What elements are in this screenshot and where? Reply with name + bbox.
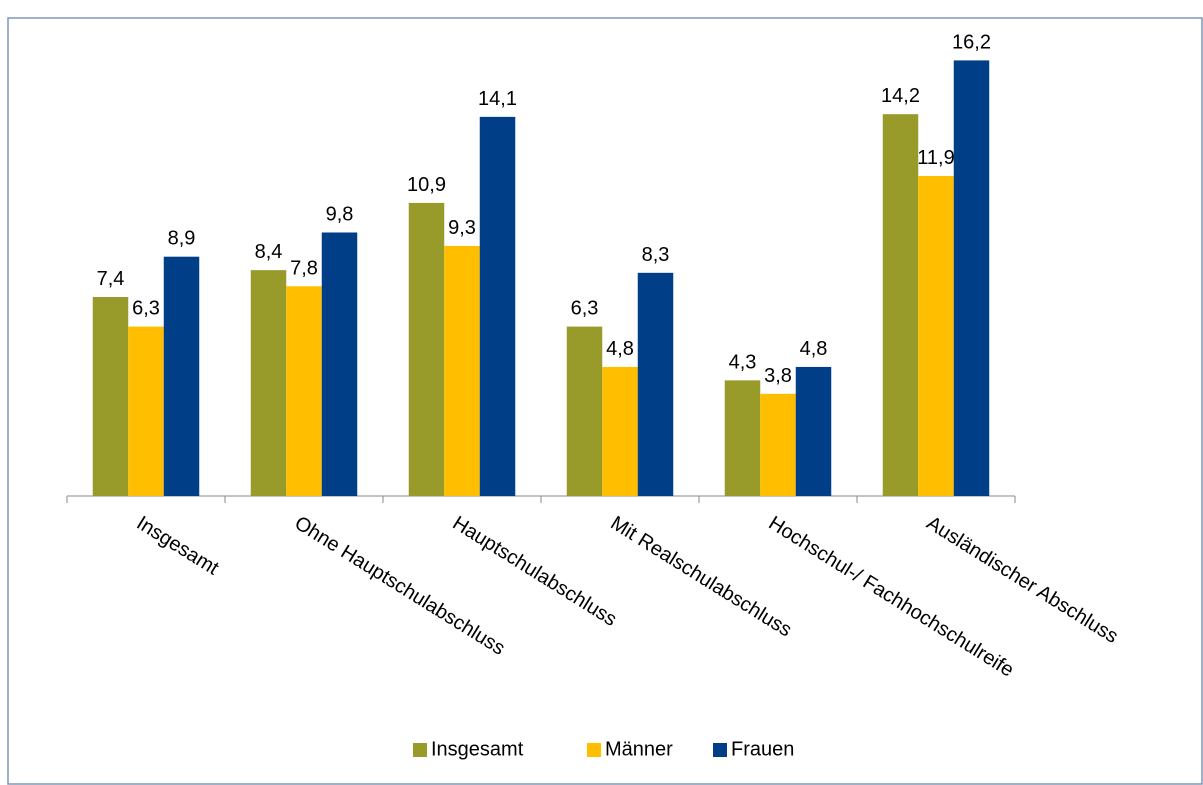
legend-label: Insgesamt — [431, 738, 524, 760]
bar — [602, 366, 638, 496]
legend-swatch — [713, 743, 727, 757]
value-label: 4,8 — [606, 338, 634, 360]
bar — [918, 176, 954, 496]
value-label: 14,1 — [478, 88, 517, 110]
value-label: 7,8 — [290, 257, 318, 279]
value-label: 10,9 — [407, 174, 446, 196]
value-label: 8,4 — [255, 241, 283, 263]
bar — [92, 297, 129, 496]
value-label: 16,2 — [952, 31, 991, 53]
bar — [882, 114, 919, 496]
value-label: 8,3 — [642, 244, 670, 266]
bar — [321, 232, 358, 496]
legend-label: Männer — [605, 738, 673, 760]
bar — [795, 366, 832, 496]
legend-swatch — [413, 743, 427, 757]
bar — [128, 326, 164, 496]
value-label: 4,3 — [729, 351, 757, 373]
value-label: 8,9 — [168, 228, 196, 250]
bar — [286, 286, 322, 496]
bar — [163, 256, 200, 496]
value-label: 9,3 — [448, 217, 476, 239]
value-label: 6,3 — [571, 298, 599, 320]
bar — [250, 270, 287, 496]
value-label: 6,3 — [132, 298, 160, 320]
value-label: 3,8 — [764, 365, 792, 387]
value-label: 7,4 — [97, 268, 125, 290]
bar — [724, 380, 761, 496]
legend-swatch — [587, 743, 601, 757]
bar — [760, 393, 796, 496]
legend-label: Frauen — [731, 738, 794, 760]
value-label: 14,2 — [881, 85, 920, 107]
bar — [479, 116, 516, 496]
bar — [566, 326, 603, 496]
value-label: 4,8 — [800, 338, 828, 360]
bar — [408, 202, 445, 496]
value-label: 9,8 — [326, 203, 354, 225]
bar — [953, 60, 990, 497]
bar — [444, 245, 480, 496]
bar — [637, 272, 674, 496]
value-label: 11,9 — [917, 147, 954, 169]
